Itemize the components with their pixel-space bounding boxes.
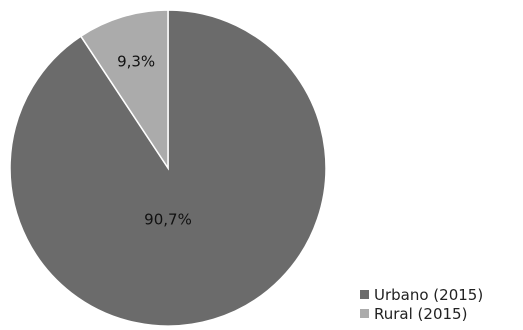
pie-slice-rural xyxy=(79,9,169,171)
legend-item-rural: Rural (2015) xyxy=(360,304,483,323)
legend-label-rural: Rural (2015) xyxy=(374,304,468,323)
data-label-rural: 9,3% xyxy=(117,53,155,71)
legend-swatch-urbano xyxy=(360,290,369,299)
pie-slice-urbano xyxy=(9,9,327,327)
legend-item-urbano: Urbano (2015) xyxy=(360,285,483,304)
legend: Urbano (2015) Rural (2015) xyxy=(360,285,483,323)
legend-swatch-rural xyxy=(360,309,369,318)
data-label-urbano: 90,7% xyxy=(144,211,192,229)
legend-label-urbano: Urbano (2015) xyxy=(374,285,484,304)
